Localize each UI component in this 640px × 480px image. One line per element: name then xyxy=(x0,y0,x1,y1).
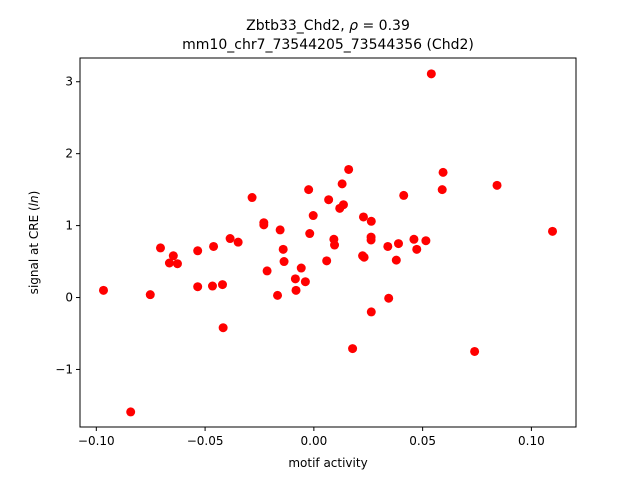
data-point xyxy=(437,185,447,195)
data-point xyxy=(225,234,235,244)
plot-frame xyxy=(79,57,577,428)
data-point xyxy=(366,232,376,242)
data-point xyxy=(470,346,480,356)
data-point xyxy=(207,281,217,291)
data-point xyxy=(304,185,314,195)
y-axis-label: signal at CRE (ln) xyxy=(27,191,41,295)
data-point xyxy=(275,225,285,235)
data-point xyxy=(338,200,348,210)
data-point xyxy=(384,293,394,303)
data-point xyxy=(291,285,301,295)
data-point xyxy=(193,282,203,292)
data-point xyxy=(126,407,136,417)
y-tick-label: 3 xyxy=(65,75,73,89)
y-axis-label-suffix: ) xyxy=(27,191,41,196)
data-point xyxy=(279,257,289,267)
data-point xyxy=(393,239,403,249)
x-tick-label: −0.10 xyxy=(78,434,115,448)
data-point xyxy=(337,179,347,189)
y-tick-label: −1 xyxy=(55,362,73,376)
data-point xyxy=(218,323,228,333)
data-point xyxy=(217,280,227,290)
data-point xyxy=(300,277,310,287)
x-axis-label: motif activity xyxy=(288,456,367,470)
data-point xyxy=(168,251,178,261)
data-point xyxy=(164,258,174,268)
chart-title-line2: mm10_chr7_73544205_73544356 (Chd2) xyxy=(182,37,474,53)
title-prefix: Zbtb33_Chd2, xyxy=(246,18,349,34)
x-tick-label: 0.10 xyxy=(518,434,545,448)
data-point xyxy=(278,244,288,254)
y-axis-label-italic: ln xyxy=(27,195,41,206)
y-tick-label: 1 xyxy=(65,219,73,233)
data-point xyxy=(172,259,182,269)
data-point xyxy=(98,285,108,295)
data-point xyxy=(366,307,376,317)
data-point xyxy=(322,256,332,266)
data-point xyxy=(421,236,431,246)
x-tick-label: 0.00 xyxy=(301,434,328,448)
data-point xyxy=(383,241,393,251)
data-point xyxy=(330,240,340,250)
data-point xyxy=(344,164,354,174)
points-layer xyxy=(98,69,558,417)
data-point xyxy=(426,69,436,79)
title-rho: ρ xyxy=(349,18,358,34)
data-point xyxy=(548,226,558,236)
data-point xyxy=(145,290,155,300)
data-point xyxy=(412,244,422,254)
title-suffix: = 0.39 xyxy=(358,18,410,34)
data-point xyxy=(391,255,401,265)
x-tick-label: 0.05 xyxy=(409,434,436,448)
data-point xyxy=(273,290,283,300)
data-point xyxy=(290,274,300,284)
data-point xyxy=(324,195,334,205)
data-point xyxy=(348,344,358,354)
data-point xyxy=(262,266,272,276)
data-point xyxy=(366,216,376,226)
ticks-layer: −0.10 −0.05 0.00 0.05 0.10 −1 0 1 2 3 xyxy=(55,75,544,448)
data-point xyxy=(492,180,502,190)
data-point xyxy=(358,212,368,222)
data-point xyxy=(308,211,318,221)
y-tick-label: 2 xyxy=(65,147,73,161)
data-point xyxy=(209,241,219,251)
data-point xyxy=(247,193,257,203)
y-tick-label: 0 xyxy=(65,291,73,305)
data-point xyxy=(359,252,369,262)
data-point xyxy=(259,220,269,230)
data-point xyxy=(296,263,306,273)
data-point xyxy=(193,246,203,256)
data-point xyxy=(305,229,315,239)
data-point xyxy=(399,190,409,200)
x-tick-label: −0.05 xyxy=(187,434,224,448)
chart-title-line1: Zbtb33_Chd2, ρ = 0.39 xyxy=(246,18,410,34)
data-point xyxy=(438,167,448,177)
data-point xyxy=(233,237,243,247)
y-axis-label-prefix: signal at CRE ( xyxy=(27,206,41,294)
data-point xyxy=(409,234,419,244)
data-point xyxy=(155,243,165,253)
